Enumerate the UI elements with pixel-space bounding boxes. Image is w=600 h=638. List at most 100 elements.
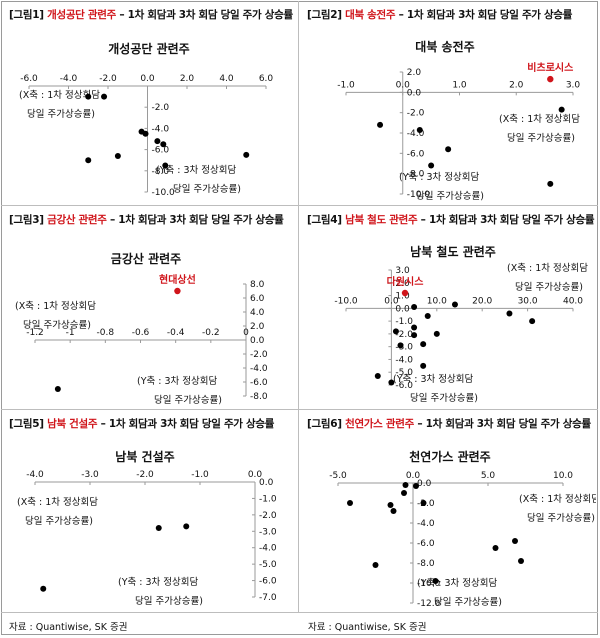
y-tick-label: -6.0 (250, 378, 268, 388)
y-tick-label: 0.0 (417, 479, 432, 489)
y-tick-label: 0.0 (259, 478, 274, 488)
y-axis-label: (Y축 : 3차 정상회담 (137, 375, 218, 387)
y-tick-label: -3.0 (259, 527, 277, 537)
row-divider-1 (1, 205, 598, 206)
data-point (558, 106, 565, 113)
data-point (445, 146, 452, 153)
highlight-point (547, 75, 554, 83)
chart-title: 남북 건설주 (115, 449, 174, 464)
data-point (397, 342, 404, 349)
x-tick-label: 0 (243, 328, 249, 338)
panel-2: [그림2] 대북 송전주 – 1차 회담과 3차 회담 당일 주가 상승률 대북… (299, 1, 596, 205)
x-tick-label: -1.2 (26, 328, 44, 338)
data-point (40, 585, 47, 592)
x-tick-label: -4.0 (60, 74, 78, 84)
y-tick-label: -4.0 (152, 124, 170, 134)
data-point (183, 523, 190, 530)
y-tick-label: -4.0 (407, 129, 425, 139)
x-tick-label: -6.0 (20, 74, 38, 84)
data-point (155, 525, 162, 531)
data-point (392, 328, 399, 335)
data-point (374, 373, 381, 380)
data-point (402, 482, 409, 488)
data-point (85, 157, 92, 164)
panel-5: [그림5] 남북 건설주 – 1차 회담과 3차 회담 당일 주가 상승률 남북… (1, 410, 298, 614)
x-axis-label: 당일 주가상승률) (515, 282, 583, 293)
scatter-chart: 개성공단 관련주 -6.0 -4.0 -2.0 0.0 2.0 4.0 6.0 -2.0 -4.0… (19, 41, 273, 198)
data-point (420, 362, 427, 369)
x-tick-label: 1.0 (452, 80, 467, 90)
data-point (377, 121, 384, 128)
x-axis-label: (X축 : 1차 정상회담 (19, 89, 100, 101)
data-point (518, 558, 524, 564)
data-point (85, 93, 92, 100)
y-tick-label: 1.0 (395, 292, 410, 302)
y-tick-label: 2.0 (250, 322, 265, 332)
y-tick-label: -6.0 (259, 577, 277, 587)
panel-heading: [그림4] 남북 철도 관련주 – 1차 회담과 3차 회담 당일 주가 상승률 (307, 214, 595, 226)
highlight-label: 현대상선 (159, 273, 196, 286)
data-point (432, 578, 439, 584)
y-tick-label: -2.0 (259, 511, 277, 521)
y-tick-label: 2.0 (407, 68, 422, 78)
x-axis-label: (X축 : 1차 정상회담 (519, 493, 596, 505)
y-axis-label: (Y축 : 3차 정상회담 (417, 577, 498, 589)
y-axis-label: 당일 주가상승률) (154, 395, 222, 406)
panel-heading: [그림1] 개성공단 관련주 – 1차 회담과 3차 회담 당일 주가 상승률 (9, 9, 293, 21)
data-point (547, 180, 554, 187)
data-point (162, 162, 169, 169)
x-tick-label: 0.0 (384, 296, 399, 306)
x-tick-label: -0.6 (132, 328, 150, 338)
x-axis-label: 당일 주가상승률) (25, 516, 93, 527)
y-tick-label: 0.0 (407, 88, 422, 98)
x-axis-label: 당일 주가상승률) (527, 513, 595, 524)
source-note-right: 자료 : Quantiwise, SK 증권 (308, 622, 427, 633)
highlight-point (174, 287, 181, 295)
y-tick-label: 8.0 (250, 280, 265, 290)
x-tick-label: 0.0 (406, 471, 421, 481)
data-point (413, 483, 419, 489)
x-axis-label: (X축 : 1차 정상회담 (15, 300, 96, 312)
x-tick-label: -1.0 (337, 80, 355, 90)
x-tick-label: 3.0 (566, 80, 581, 90)
x-tick-label: 5.0 (481, 471, 496, 481)
y-axis-label: (Y축 : 3차 정상회담 (399, 171, 480, 183)
x-axis-label: 당일 주가상승률) (27, 109, 95, 120)
y-tick-label: -1.0 (259, 494, 277, 504)
y-axis-label: 당일 주가상승률) (416, 191, 484, 202)
data-point (492, 545, 499, 551)
data-point (512, 538, 518, 544)
y-tick-label: -3.0 (395, 343, 413, 353)
y-tick-label: 3.0 (395, 266, 410, 276)
x-tick-label: 0.0 (248, 470, 263, 480)
y-axis-label: 당일 주가상승률) (173, 184, 241, 195)
y-tick-label: -5.0 (395, 368, 413, 378)
y-axis-label: (Y축 : 3차 정상회담 (393, 373, 474, 385)
y-tick-label: -4.0 (417, 519, 435, 529)
data-point (411, 332, 418, 339)
data-point (416, 126, 423, 133)
scatter-chart: 남북 건설주 -4.0 -3.0 -2.0 -1.0 0.00.0 -1.0 -2.0 -3.0… (17, 449, 277, 607)
x-tick-label: -0.2 (202, 328, 220, 338)
x-axis-label: 당일 주가상승률) (507, 133, 575, 144)
y-tick-label: -1.0 (395, 317, 413, 327)
row-divider-2 (1, 409, 598, 410)
y-tick-label: -8.0 (407, 170, 425, 180)
x-tick-label: -5.0 (329, 471, 347, 481)
data-point (387, 502, 394, 508)
y-axis-label: (Y축 : 3차 정상회담 (156, 164, 237, 176)
x-tick-label: -1.0 (191, 470, 209, 480)
y-tick-label: 4.0 (250, 308, 265, 318)
y-tick-label: 0.0 (250, 336, 265, 346)
x-tick-label: -0.4 (167, 328, 185, 338)
panel-heading: [그림6] 천연가스 관련주 – 1차 회담과 3차 회담 당일 주가 상승률 (307, 418, 591, 430)
source-note-left: 자료 : Quantiwise, SK 증권 (9, 622, 128, 633)
chart-title: 남북 철도 관련주 (410, 244, 496, 259)
panel-6: [그림6] 천연가스 관련주 – 1차 회담과 3차 회담 당일 주가 상승률 … (299, 410, 596, 614)
data-point (388, 379, 395, 386)
highlight-label: 비츠로시스 (527, 61, 573, 74)
data-point (142, 130, 149, 137)
data-point (411, 304, 418, 311)
data-point (347, 500, 353, 506)
data-point (424, 313, 431, 319)
